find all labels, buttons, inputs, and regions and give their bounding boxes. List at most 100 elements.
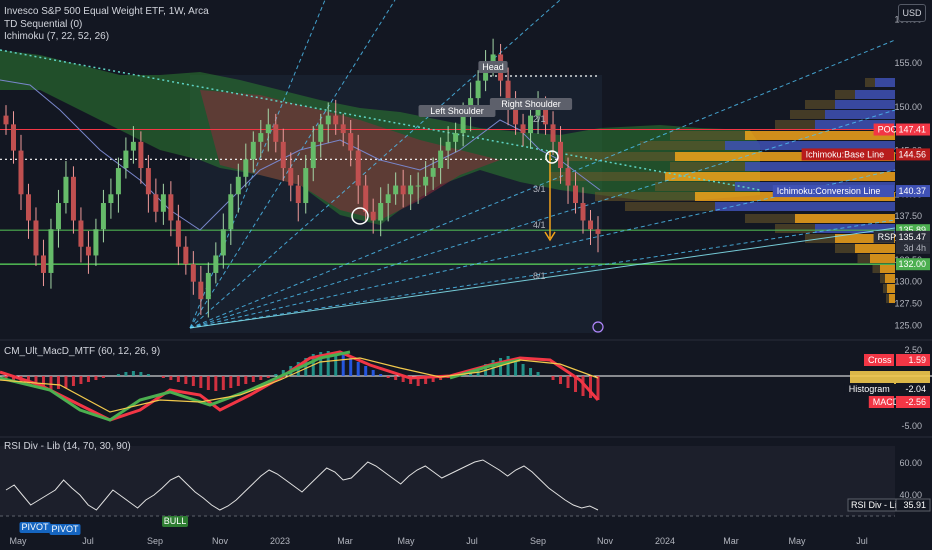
price-label-tag: RSP	[878, 232, 897, 242]
macd-histogram-bar	[514, 360, 518, 376]
candle-body	[295, 185, 301, 204]
ichimoku-cloud	[0, 50, 760, 333]
chart-title: Invesco S&P 500 Equal Weight ETF, 1W, Ar…	[4, 6, 209, 17]
rsi-title[interactable]: RSI Div - Lib (14, 70, 30, 90)	[4, 441, 131, 452]
candle-body	[108, 194, 114, 204]
candle-body	[280, 141, 286, 169]
macd-histogram-bar	[206, 376, 210, 390]
candle-body	[70, 176, 76, 221]
rsi-value-bg	[895, 498, 931, 512]
head-label-bg	[478, 61, 508, 73]
volume-profile-bar-value-area	[670, 162, 745, 171]
conversion-line	[0, 79, 601, 231]
macd-label-value-bg	[896, 354, 930, 366]
candle-body	[355, 150, 361, 186]
rsi-badge: PIVOT	[21, 522, 49, 532]
volume-profile-bar-value-area	[775, 120, 815, 129]
volume-profile-bar	[889, 294, 895, 303]
time-tick: Nov	[597, 536, 614, 546]
gann-fan-line	[189, 0, 396, 329]
time-tick: 2024	[655, 536, 675, 546]
volume-profile-bar	[835, 234, 895, 243]
macd-histogram-bar	[139, 372, 143, 376]
volume-profile-bar	[745, 162, 895, 171]
macd-label-tag-bg	[868, 396, 894, 408]
rsi-tick-60: 60.00	[899, 458, 922, 468]
candle-body	[558, 141, 564, 169]
volume-profile-bar-value-area	[625, 202, 715, 211]
macd-label-tag-bg	[864, 354, 894, 366]
candle-body	[303, 168, 309, 204]
price-label-tag-bg	[772, 185, 894, 198]
volume-profile-bar-value-area	[595, 192, 695, 201]
right-shoulder-label-bg	[489, 98, 573, 110]
macd-histogram-bar	[266, 376, 270, 378]
candle-body	[438, 150, 444, 169]
candle-body	[423, 176, 429, 186]
macd-label-tag-bg	[844, 383, 894, 395]
macd-line-green	[0, 350, 351, 422]
candle-body	[205, 272, 211, 300]
candle-body	[40, 255, 46, 273]
signal-line	[0, 357, 599, 413]
macd-label-tag: Histogram	[849, 384, 890, 394]
price-label-value-bg	[896, 230, 930, 243]
gann-fan-line	[189, 0, 561, 329]
price-label-tag: Ichimoku:Conversion Line	[777, 186, 881, 196]
fan-label-3-1: 3/1	[533, 184, 546, 194]
macd-histogram-bar	[176, 376, 180, 382]
candle-body	[235, 176, 241, 195]
macd-histogram-bar	[94, 376, 98, 380]
candle-body	[513, 106, 519, 125]
volume-profile-bar	[745, 131, 895, 140]
macd-histogram-bar	[41, 376, 45, 389]
candle-body	[348, 133, 354, 151]
candle-body	[243, 159, 249, 177]
price-label-tag: Ichimoku:Base Line	[806, 149, 885, 159]
candle-body	[190, 264, 196, 282]
macd-histogram-bar	[499, 358, 503, 376]
gann-fan-line	[189, 109, 896, 329]
macd-label-value: 1.59	[908, 355, 926, 365]
volume-profile-bar	[725, 141, 895, 150]
macd-title[interactable]: CM_Ult_MacD_MTF (60, 12, 26, 9)	[4, 346, 161, 357]
macd-histogram-bar	[161, 376, 165, 378]
volume-profile-bar-value-area	[872, 264, 880, 273]
candle-body	[55, 203, 61, 230]
volume-profile-bar	[675, 152, 895, 161]
candle-body	[318, 124, 324, 142]
macd-histogram-bar	[274, 374, 278, 376]
macd-histogram-bar	[341, 354, 345, 376]
macd-label-value: -2.56	[905, 397, 926, 407]
candle-body	[490, 54, 496, 64]
time-tick: 2023	[270, 536, 290, 546]
macd-histogram-bar	[334, 352, 338, 376]
candle-body	[220, 229, 226, 256]
candle-body	[340, 124, 346, 134]
candle-body	[138, 141, 144, 169]
volume-profile-bar	[715, 202, 895, 211]
macd-label-tag: MACD	[873, 397, 900, 407]
volume-profile-bar	[665, 172, 895, 181]
indicator-td-sequential[interactable]: TD Sequential (0)	[4, 19, 83, 30]
price-label-value: 147.41	[898, 125, 926, 135]
candle-body	[400, 185, 406, 195]
currency-button[interactable]: USD	[898, 4, 926, 22]
macd-tick-bottom: -5.00	[901, 421, 922, 431]
volume-profile-bar	[855, 244, 895, 253]
volume-profile-bar	[815, 224, 895, 233]
volume-profile-bar	[795, 214, 895, 223]
candle-body	[213, 255, 219, 273]
rsi-tick-40: 40.00	[899, 490, 922, 500]
macd-histogram-bar	[56, 376, 60, 389]
volume-profile-bar-value-area	[805, 100, 835, 109]
macd-histogram-bar	[559, 376, 563, 384]
macd-histogram-bar	[416, 376, 420, 386]
indicator-ichimoku[interactable]: Ichimoku (7, 22, 52, 26)	[4, 31, 110, 42]
candle-body	[520, 124, 526, 134]
candle-body	[370, 211, 376, 221]
candle-body	[258, 133, 264, 142]
price-label-value: 140.37	[898, 186, 926, 196]
volume-profile-bar	[870, 254, 895, 263]
